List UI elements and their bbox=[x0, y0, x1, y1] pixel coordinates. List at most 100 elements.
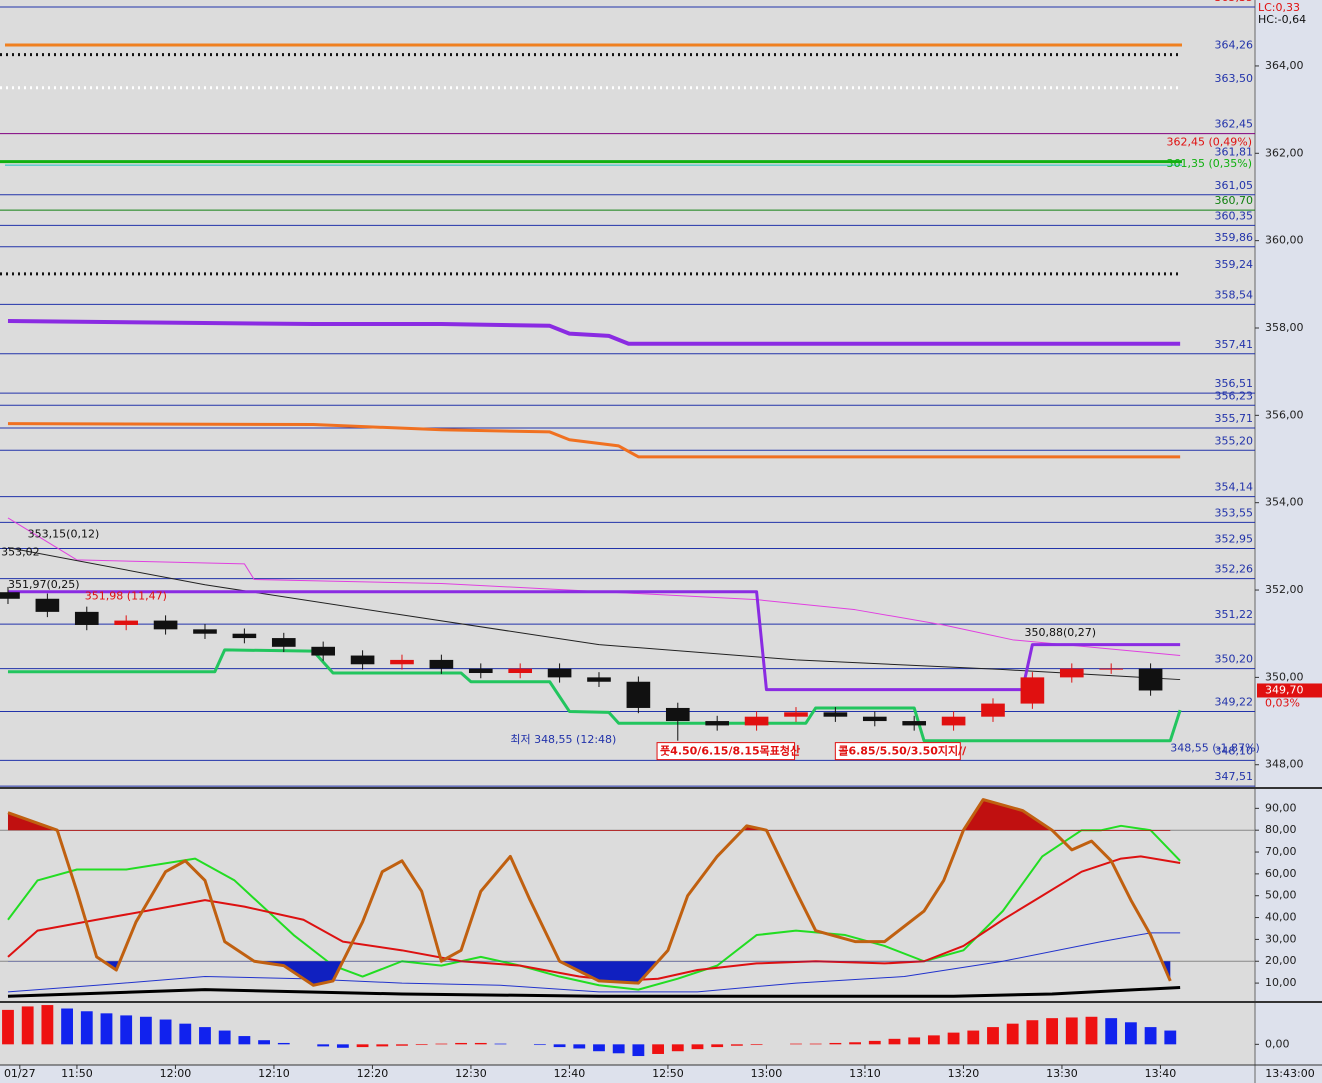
histogram-bar bbox=[317, 1044, 330, 1047]
histogram-bar bbox=[967, 1030, 980, 1045]
current-change: 0,03% bbox=[1265, 696, 1300, 709]
y-tick-label: 354,00 bbox=[1265, 496, 1304, 509]
level-label: 363,50 bbox=[1215, 72, 1254, 85]
lc-label: LC:0,33 bbox=[1258, 1, 1300, 14]
histogram-bar bbox=[100, 1013, 113, 1045]
candle-body bbox=[941, 716, 966, 726]
level-label: 360,70 bbox=[1215, 194, 1254, 207]
y-tick-label: 80,00 bbox=[1265, 823, 1297, 836]
level-label: 354,14 bbox=[1215, 481, 1254, 494]
histogram-bar bbox=[120, 1015, 133, 1045]
time-axis-background bbox=[0, 1065, 1255, 1083]
annotation-box bbox=[656, 742, 796, 761]
level-label: 358,54 bbox=[1215, 288, 1254, 301]
candle-body bbox=[508, 668, 533, 674]
candle-body bbox=[153, 620, 178, 630]
level-label: 361,81 bbox=[1215, 146, 1254, 159]
indicator-line bbox=[7, 590, 1181, 692]
level-label: 356,51 bbox=[1215, 377, 1254, 390]
histogram-bar bbox=[336, 1044, 349, 1048]
level-label: 348,10 bbox=[1215, 744, 1254, 757]
annotation: 350,88(0,27) bbox=[1025, 626, 1097, 639]
x-tick-label: 12:40 bbox=[554, 1067, 586, 1080]
x-tick-label: 11:50 bbox=[61, 1067, 93, 1080]
histogram-bar bbox=[829, 1042, 842, 1045]
y-tick-label: 350,00 bbox=[1265, 670, 1304, 683]
level-label: 347,51 bbox=[1215, 770, 1254, 783]
y-tick-label: 30,00 bbox=[1265, 932, 1297, 945]
histogram-bar bbox=[21, 1006, 34, 1045]
x-tick-label: 13:20 bbox=[948, 1067, 980, 1080]
level-label: 352,26 bbox=[1215, 563, 1254, 576]
histogram-bar bbox=[1026, 1020, 1039, 1045]
oscillator-line bbox=[7, 985, 1181, 998]
level-label: 349,22 bbox=[1215, 695, 1254, 708]
x-tick-label: 12:50 bbox=[652, 1067, 684, 1080]
histogram-bar bbox=[80, 1011, 93, 1045]
y-tick-label: 60,00 bbox=[1265, 867, 1297, 880]
candle-body bbox=[744, 716, 769, 726]
candle-body bbox=[587, 677, 611, 682]
y-tick-label: 20,00 bbox=[1265, 954, 1297, 967]
x-tick-label: 13:10 bbox=[849, 1067, 881, 1080]
candle-body bbox=[784, 712, 808, 717]
histogram-bar bbox=[652, 1044, 664, 1054]
y-tick-label: 360,00 bbox=[1265, 234, 1304, 247]
histogram-bar bbox=[888, 1038, 901, 1045]
histogram-bar bbox=[435, 1043, 448, 1045]
annotation-box bbox=[834, 742, 961, 761]
candle-body bbox=[114, 620, 138, 625]
candle-body bbox=[862, 716, 887, 722]
histogram-bar bbox=[671, 1044, 684, 1052]
histogram-bar bbox=[849, 1042, 861, 1045]
candle-body bbox=[35, 598, 60, 612]
hc-label: HC:-0,64 bbox=[1258, 13, 1306, 26]
histogram-bar bbox=[593, 1044, 605, 1052]
annotation: 362,45 (0,49%) bbox=[1167, 135, 1253, 148]
histogram-bar bbox=[41, 1005, 54, 1045]
histogram-bar bbox=[218, 1030, 231, 1045]
candle-body bbox=[311, 646, 336, 656]
x-tick-label: 12:00 bbox=[160, 1067, 192, 1080]
x-tick-label: 13:30 bbox=[1046, 1067, 1078, 1080]
candle-body bbox=[232, 633, 257, 639]
candle-body bbox=[350, 655, 375, 665]
y-tick-label: 70,00 bbox=[1265, 845, 1297, 858]
histogram-bar bbox=[691, 1044, 704, 1050]
level-label: 360,35 bbox=[1215, 209, 1254, 222]
x-tick-label: 13:00 bbox=[751, 1067, 783, 1080]
histogram-bar bbox=[455, 1042, 467, 1045]
candle-body bbox=[271, 638, 296, 647]
histogram-bar bbox=[612, 1044, 625, 1054]
y-tick-label: 50,00 bbox=[1265, 889, 1297, 902]
annotation: 353,15(0,12) bbox=[28, 528, 100, 541]
oscillator-line bbox=[7, 798, 1172, 987]
histogram-bar bbox=[947, 1032, 960, 1045]
current-price: 349,70 bbox=[1265, 683, 1304, 696]
histogram-bar bbox=[533, 1044, 546, 1046]
y-tick-label: 10,00 bbox=[1265, 976, 1297, 989]
current-time: 13:43:00 bbox=[1265, 1067, 1314, 1080]
histogram-bar bbox=[1105, 1018, 1118, 1045]
candle-body bbox=[547, 668, 572, 678]
level-label: 359,24 bbox=[1215, 258, 1254, 271]
histogram-bar bbox=[790, 1043, 802, 1045]
candle-body bbox=[626, 681, 651, 708]
candle-body bbox=[902, 721, 927, 726]
candle-body bbox=[1099, 668, 1124, 670]
level-label: 353,55 bbox=[1215, 506, 1254, 519]
histogram-bar bbox=[632, 1044, 645, 1057]
indicator-line bbox=[7, 319, 1181, 346]
histogram-bar bbox=[553, 1044, 566, 1048]
level-label: 365,35 bbox=[1215, 0, 1254, 4]
histogram-bar bbox=[494, 1043, 507, 1045]
histogram-bar bbox=[356, 1044, 369, 1048]
candle-body bbox=[0, 592, 20, 599]
histogram-bar bbox=[139, 1016, 152, 1045]
plot-background bbox=[0, 0, 1255, 1065]
oscillator-line bbox=[7, 932, 1181, 993]
oversold-fill bbox=[7, 961, 1171, 986]
histogram-bar bbox=[1065, 1017, 1078, 1045]
y-tick-label: 364,00 bbox=[1265, 59, 1304, 72]
oscillator-line bbox=[7, 824, 1181, 991]
